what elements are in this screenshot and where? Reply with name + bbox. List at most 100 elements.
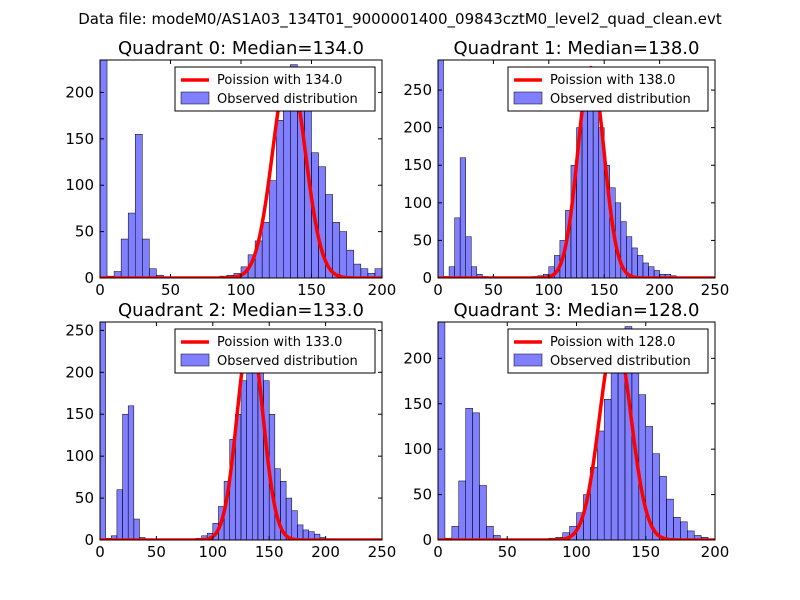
histogram-bar: [610, 371, 619, 540]
y-tick-label: 50: [413, 486, 432, 504]
x-tick-label: 200: [701, 543, 730, 561]
histogram-bar: [291, 510, 298, 540]
histogram-bar: [135, 133, 143, 278]
histogram-bar: [438, 322, 446, 540]
y-tick-label: 0: [84, 531, 94, 549]
x-tick-label: 0: [433, 543, 443, 561]
legend-label-poisson: Poission with 133.0: [217, 335, 342, 350]
histogram-bar: [673, 517, 681, 540]
x-tick-label: 150: [590, 281, 619, 299]
histogram-bar: [592, 89, 599, 278]
legend-label-poisson: Poission with 128.0: [550, 335, 675, 350]
x-tick-label: 200: [368, 281, 397, 299]
histogram-bar: [458, 480, 466, 540]
histogram-bar: [637, 255, 644, 278]
quadrant-3-panel: 0 50 100 150 200 0 50 100 150 200 Quadrant 3: Medi…: [403, 300, 729, 561]
histogram-bar: [438, 60, 444, 278]
histogram-bar: [297, 524, 304, 540]
y-tick-label: 50: [75, 223, 94, 241]
histogram-bar: [240, 380, 247, 540]
x-tick-label: 100: [227, 281, 256, 299]
x-tick-label: 50: [498, 543, 517, 561]
poisson-curve: [438, 65, 715, 278]
y-tick-label: 0: [84, 269, 94, 287]
legend: Poission with 138.0 Observed distribution: [507, 66, 709, 112]
panel-title: Quadrant 3: Median=128.0: [454, 300, 700, 321]
panel-title: Quadrant 0: Median=134.0: [118, 38, 364, 59]
histogram-bar: [486, 526, 494, 540]
panels: 0 50 100 150 200 0 50 100 150 200 Quadrant 0: Medi…: [65, 38, 729, 561]
legend-label-poisson: Poission with 134.0: [217, 73, 342, 88]
poisson-curve: [100, 332, 382, 540]
histogram-bar: [268, 180, 277, 278]
axes-frame: [437, 59, 716, 279]
legend-label-observed: Observed distribution: [217, 92, 358, 107]
y-tick-label: 150: [65, 130, 94, 148]
x-tick-label: 50: [147, 543, 166, 561]
histogram-bar: [285, 497, 293, 540]
y-tick-label: 150: [403, 156, 432, 174]
y-tick-label: 150: [403, 395, 432, 413]
histogram-bar: [314, 533, 321, 540]
y-tick-label: 50: [413, 231, 432, 249]
histogram-bar: [332, 222, 340, 278]
histogram-bar: [680, 521, 688, 540]
histogram-bar: [597, 430, 605, 540]
x-tick-label: 0: [433, 281, 443, 299]
histogram-bar: [133, 518, 140, 540]
quadrant-0-panel: 0 50 100 150 200 0 50 100 150 200 Quadrant 0: Medi…: [65, 38, 396, 299]
legend-label-observed: Observed distribution: [550, 92, 691, 107]
plot-area: [438, 60, 715, 278]
axes-frame: [99, 321, 383, 541]
legend-patch-swatch: [513, 353, 543, 367]
histogram-bar: [459, 157, 466, 278]
panel-title: Quadrant 2: Median=133.0: [118, 300, 364, 321]
poisson-curve: [438, 333, 715, 540]
histogram-bar: [100, 60, 108, 278]
x-tick-label: 0: [95, 281, 105, 299]
histogram-bar: [374, 268, 382, 278]
histogram-bar: [283, 87, 291, 278]
histogram-bar: [581, 97, 588, 278]
histogram-bar: [470, 266, 478, 278]
histogram-bar: [339, 231, 348, 278]
y-tick-label: 200: [403, 349, 432, 367]
histogram-bar: [631, 247, 638, 278]
legend: Poission with 128.0 Observed distribution: [507, 328, 709, 374]
histogram-bar: [476, 273, 483, 278]
legend-label-observed: Observed distribution: [217, 354, 358, 369]
panel-title: Quadrant 1: Median=138.0: [454, 38, 700, 59]
y-tick-label: 100: [65, 447, 94, 465]
histogram-bar: [666, 498, 674, 540]
plot-area: [438, 322, 715, 540]
histogram-bar: [346, 249, 355, 278]
quadrant-1-panel: 0 50 100 150 200 250 0 50 100 150 200 250 Quadrant 1…: [403, 38, 729, 299]
histogram-bar: [127, 405, 135, 540]
legend: Poission with 133.0 Observed distribution: [174, 328, 376, 374]
histogram-bar: [261, 222, 270, 278]
histogram-bar: [120, 238, 129, 278]
histogram-bar: [276, 120, 284, 278]
quadrant-2-panel: 0 50 100 150 200 250 0 50 100 150 200 250 Quadrant 2…: [65, 300, 396, 561]
histogram-bar: [127, 212, 136, 278]
histogram-bar: [149, 268, 157, 278]
x-tick-label: 150: [255, 543, 284, 561]
legend-label-poisson: Poission with 138.0: [550, 73, 675, 88]
y-tick-label: 100: [403, 440, 432, 458]
histogram-bar: [353, 263, 362, 278]
histogram-bar: [465, 236, 472, 278]
legend-label-observed: Observed distribution: [550, 354, 691, 369]
y-tick-label: 200: [403, 119, 432, 137]
x-tick-label: 250: [701, 281, 730, 299]
x-tick-label: 50: [161, 281, 180, 299]
x-tick-label: 50: [484, 281, 503, 299]
y-tick-label: 50: [75, 489, 94, 507]
x-tick-label: 150: [297, 281, 326, 299]
histogram-bar: [642, 262, 649, 278]
x-tick-label: 200: [645, 281, 674, 299]
histogram-bar: [479, 485, 487, 540]
histogram-bar: [659, 476, 667, 540]
x-tick-label: 250: [368, 543, 397, 561]
histogram-bar: [454, 217, 461, 278]
